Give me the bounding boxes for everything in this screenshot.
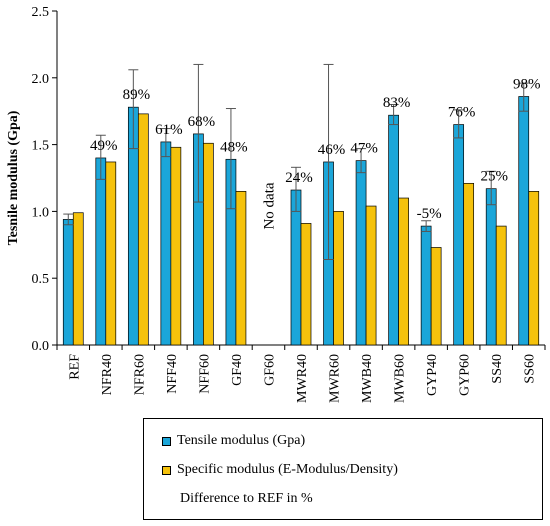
y-tick-label: 2.5 [32, 5, 50, 20]
chart-legend: Tensile modulus (Gpa) Specific modulus (… [143, 418, 543, 520]
bar-specific-nfr60 [137, 113, 149, 346]
percent-annotation-mwr40: 24% [285, 170, 313, 186]
bar-specific-ss40 [495, 225, 507, 346]
percent-annotation-ss60: 98% [513, 77, 541, 93]
legend-swatch-tensile [162, 436, 171, 446]
bar-tensile-mwr40 [290, 189, 302, 346]
y-tick-label: 0.5 [32, 272, 50, 287]
legend-item-specific: Specific modulus (E-Modulus/Density) [162, 462, 398, 478]
x-category-label: GYP60 [458, 354, 473, 396]
percent-annotation-mwr60: 46% [318, 142, 346, 158]
bar-tensile-ss60 [518, 96, 530, 346]
chart-labels: REF NFR40 49% NFR60 89% NFF40 61% NFF60 68% GF40 4… [67, 77, 540, 403]
percent-annotation-nff40: 61% [155, 122, 183, 138]
legend-label-difference: Difference to REF in % [180, 491, 313, 506]
bar-specific-ss60 [528, 191, 540, 346]
x-category-label: NFF40 [165, 354, 180, 394]
bar-specific-nff60 [203, 142, 214, 346]
percent-annotation-mwb60: 83% [383, 95, 411, 111]
y-tick-label: 1.0 [32, 205, 50, 220]
x-category-label: GF40 [230, 354, 245, 386]
chart-bars [62, 96, 540, 346]
percent-annotation-ss40: 25% [480, 169, 508, 185]
legend-label-specific: Specific modulus (E-Modulus/Density) [177, 462, 398, 477]
no-data-label: No data [261, 182, 277, 229]
percent-annotation-nff60: 68% [188, 114, 216, 130]
bar-tensile-ss40 [485, 188, 497, 346]
x-category-label: SS60 [523, 354, 538, 384]
x-category-label: REF [67, 354, 82, 380]
percent-annotation-mwb40: 47% [350, 141, 378, 157]
x-category-label: MWB40 [360, 354, 375, 403]
y-tick-label: 1.5 [32, 139, 50, 154]
bar-specific-mwr40 [300, 223, 312, 346]
bar-tensile-ref [62, 219, 74, 346]
legend-swatch-specific [162, 465, 171, 475]
x-category-label: GYP40 [425, 354, 440, 396]
bar-specific-mwb40 [365, 205, 377, 346]
bar-tensile-gyp40 [420, 225, 432, 346]
bar-specific-mwb60 [398, 197, 409, 346]
bar-specific-gyp40 [430, 247, 442, 346]
percent-annotation-gf40: 48% [220, 139, 248, 155]
bar-specific-gyp60 [463, 182, 475, 346]
bar-specific-ref [72, 212, 84, 346]
bar-tensile-nfr40 [95, 157, 107, 346]
percent-annotation-gyp60: 76% [448, 105, 476, 121]
legend-item-tensile: Tensile modulus (Gpa) [162, 433, 305, 449]
x-category-label: GF60 [262, 354, 277, 386]
bar-tensile-nff40 [160, 141, 172, 346]
y-tick-label: 0.0 [32, 339, 50, 354]
y-axis-title: Tesnile modulus (Gpa) [6, 110, 21, 245]
x-category-label: NFF60 [197, 354, 212, 394]
x-category-label: NFR40 [100, 354, 115, 395]
bar-specific-nfr40 [105, 161, 117, 346]
chart-error-bars [63, 63, 529, 260]
bar-tensile-mwb40 [355, 160, 367, 346]
legend-label-tensile: Tensile modulus (Gpa) [177, 433, 306, 448]
x-category-label: SS40 [490, 354, 505, 384]
bar-specific-nff40 [170, 146, 182, 346]
legend-difference-note: Difference to REF in % [180, 491, 313, 507]
percent-annotation-nfr60: 89% [123, 87, 151, 103]
x-category-label: MWB60 [393, 354, 408, 403]
percent-annotation-nfr40: 49% [90, 138, 118, 154]
percent-annotation-gyp40: -5% [417, 206, 442, 222]
bar-tensile-gyp60 [453, 124, 465, 346]
x-category-label: MWR40 [295, 354, 310, 403]
y-tick-label: 2.0 [32, 72, 50, 87]
x-category-label: MWR60 [328, 354, 343, 403]
bar-specific-mwr60 [333, 211, 344, 346]
bar-specific-gf40 [235, 191, 247, 346]
x-category-label: NFR60 [132, 354, 147, 395]
bar-tensile-mwb60 [388, 114, 399, 346]
